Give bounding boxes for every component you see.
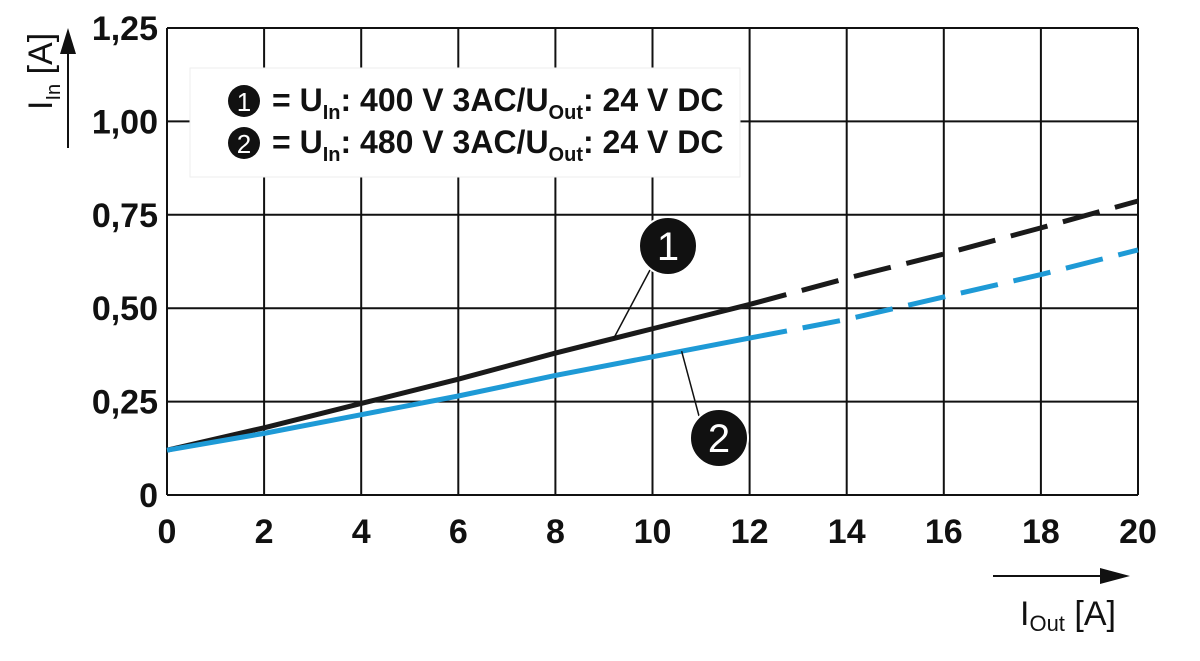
x-tick-label: 2 (255, 513, 274, 551)
legend: 1 = UIn: 400 V 3AC/UOut: 24 V DC2 = UIn: 4… (189, 67, 741, 178)
legend-subscript: Out (549, 144, 584, 166)
legend-entry: = UIn: 480 V 3AC/UOut: 24 V DC (272, 124, 723, 166)
x-tick-label: 16 (925, 513, 963, 551)
y-tick-label: 0,75 (92, 197, 158, 235)
series-2-dashed-line (749, 247, 1139, 341)
legend-text: : 400 V 3AC/U (340, 82, 548, 118)
legend-box (189, 67, 741, 178)
series-lines (166, 198, 1139, 453)
x-tick-label: 6 (449, 513, 468, 551)
y-tick-label: 0,50 (92, 290, 158, 328)
y-axis-label-part: I (22, 101, 60, 110)
legend-subscript: In (323, 102, 341, 124)
series-2-solid-line (166, 335, 751, 453)
x-tick-label: 0 (158, 513, 177, 551)
x-axis-label: IOut [A] (1020, 595, 1116, 636)
y-axis-arrow-head (60, 28, 76, 54)
legend-text: : 24 V DC (583, 124, 723, 160)
y-tick-label: 0 (139, 477, 158, 515)
callout-marker-circle (638, 216, 698, 276)
legend-text: : 480 V 3AC/U (340, 124, 548, 160)
legend-text: = U (272, 82, 323, 118)
legend-marker-circle (228, 85, 260, 117)
callout-leader (612, 269, 651, 339)
y-tick-label: 1,00 (92, 103, 158, 141)
x-tick-label: 10 (634, 513, 672, 551)
legend-marker-circle (228, 127, 260, 159)
y-tick-label: 1,25 (92, 10, 158, 48)
x-tick-label: 14 (828, 513, 866, 551)
legend-text: = U (272, 124, 323, 160)
callout-leader (680, 350, 700, 417)
series-1-dashed-line (748, 198, 1139, 307)
callout-marker-label: 1 (657, 225, 679, 269)
x-tick-label: 12 (731, 513, 769, 551)
series-1-solid-line (166, 302, 751, 453)
x-tick-label: 8 (546, 513, 565, 551)
y-axis-label-part: [A] (22, 33, 60, 84)
legend-entry: = UIn: 400 V 3AC/UOut: 24 V DC (272, 82, 723, 124)
y-axis-label: IIn [A] (22, 33, 65, 110)
y-axis-label-part: In (43, 84, 65, 101)
callouts: 12 (612, 216, 749, 468)
x-axis-label-part: I (1020, 595, 1029, 633)
axis-labels: IIn [A]IOut [A] (22, 28, 1130, 636)
legend-text: : 24 V DC (583, 82, 723, 118)
x-axis-label-part: [A] (1065, 595, 1116, 633)
y-tick-label: 0,25 (92, 384, 158, 422)
x-axis-label-part: Out (1029, 611, 1064, 636)
callout-marker-circle (689, 408, 749, 468)
x-tick-label: 4 (352, 513, 371, 551)
legend-subscript: In (323, 144, 341, 166)
legend-subscript: Out (549, 102, 584, 124)
x-tick-label: 20 (1119, 513, 1157, 551)
legend-marker-label: 2 (237, 129, 251, 159)
legend-marker-label: 1 (237, 87, 251, 117)
x-tick-label: 18 (1022, 513, 1060, 551)
callout-marker-label: 2 (708, 417, 730, 461)
x-axis-arrow-head (1100, 568, 1130, 584)
